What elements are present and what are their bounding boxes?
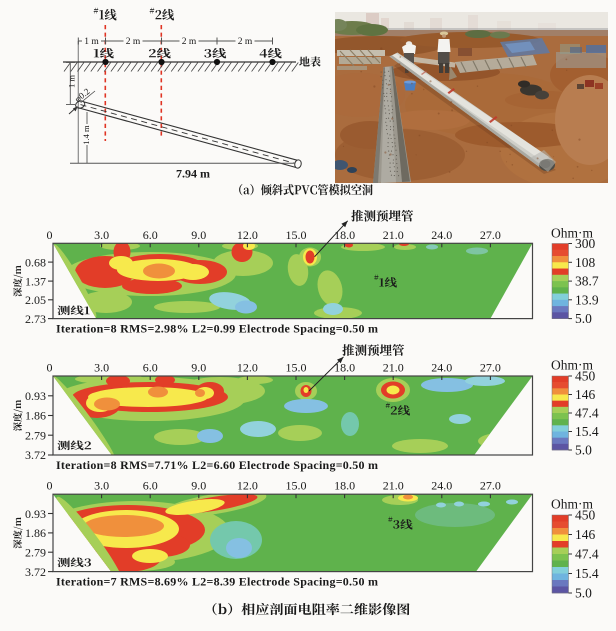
- svg-text:2.79: 2.79: [25, 428, 46, 442]
- svg-text:15.4: 15.4: [575, 566, 599, 581]
- svg-text:3.72: 3.72: [25, 565, 46, 579]
- svg-text:21.0: 21.0: [383, 228, 404, 242]
- svg-text:6.0: 6.0: [143, 479, 158, 493]
- svg-text:15.4: 15.4: [575, 424, 599, 439]
- svg-text:9.0: 9.0: [191, 479, 206, 493]
- svg-text:47.4: 47.4: [575, 406, 599, 421]
- svg-text:0: 0: [47, 361, 53, 375]
- svg-text:3.0: 3.0: [94, 479, 109, 493]
- svg-text:3.0: 3.0: [94, 361, 109, 375]
- svg-text:Iteration=8 RMS=7.71% L2=6.6: Iteration=8 RMS=7.71% L2=6.60 Electrode …: [56, 458, 378, 472]
- svg-text:1 m: 1 m: [67, 75, 77, 88]
- svg-text:Iteration=7 RMS=8.69% L2=8.3: Iteration=7 RMS=8.69% L2=8.39 Electrode …: [56, 575, 378, 589]
- svg-text:6.0: 6.0: [143, 361, 158, 375]
- svg-text:12.0: 12.0: [237, 228, 258, 242]
- svg-text:146: 146: [575, 527, 596, 542]
- svg-text:1.86: 1.86: [25, 409, 46, 423]
- svg-text:18.0: 18.0: [334, 228, 355, 242]
- svg-text:1.37: 1.37: [25, 274, 46, 288]
- svg-text:2 m: 2 m: [238, 37, 253, 47]
- svg-text:12.0: 12.0: [237, 361, 258, 375]
- svg-text:0: 0: [47, 228, 53, 242]
- svg-text:Ohm·m: Ohm·m: [551, 358, 593, 373]
- svg-text:2 m: 2 m: [182, 37, 197, 47]
- svg-text:0.68: 0.68: [25, 255, 46, 269]
- svg-text:21.0: 21.0: [383, 479, 404, 493]
- svg-text:24.0: 24.0: [431, 479, 452, 493]
- svg-text:450: 450: [575, 369, 596, 384]
- svg-text:21.0: 21.0: [383, 361, 404, 375]
- svg-text:13.9: 13.9: [575, 292, 599, 307]
- svg-text:1.4 m: 1.4 m: [81, 125, 91, 145]
- svg-text:27.0: 27.0: [480, 361, 501, 375]
- svg-text:15.0: 15.0: [286, 479, 307, 493]
- svg-text:3.0: 3.0: [94, 228, 109, 242]
- svg-text:9.0: 9.0: [191, 228, 206, 242]
- svg-text:18.0: 18.0: [334, 361, 355, 375]
- svg-text:27.0: 27.0: [480, 479, 501, 493]
- svg-text:15.0: 15.0: [286, 228, 307, 242]
- svg-text:38.7: 38.7: [575, 274, 599, 289]
- svg-text:5.0: 5.0: [575, 443, 592, 458]
- svg-text:450: 450: [575, 508, 596, 523]
- svg-text:18.0: 18.0: [334, 479, 355, 493]
- svg-text:27.0: 27.0: [480, 228, 501, 242]
- svg-text:15.0: 15.0: [286, 361, 307, 375]
- svg-text:6.0: 6.0: [143, 228, 158, 242]
- svg-text:5.0: 5.0: [575, 311, 592, 326]
- svg-text:12.0: 12.0: [237, 479, 258, 493]
- svg-text:24.0: 24.0: [431, 228, 452, 242]
- svg-text:2 m: 2 m: [126, 37, 141, 47]
- svg-text:0.93: 0.93: [25, 507, 46, 521]
- svg-text:47.4: 47.4: [575, 547, 599, 562]
- svg-text:0: 0: [47, 479, 53, 493]
- svg-text:2.73: 2.73: [25, 312, 46, 326]
- svg-text:2.79: 2.79: [25, 545, 46, 559]
- svg-text:5.0: 5.0: [575, 586, 592, 601]
- svg-text:Iteration=8 RMS=2.98% L2=0.9: Iteration=8 RMS=2.98% L2=0.99 Electrode …: [56, 321, 378, 335]
- svg-text:1 m: 1 m: [84, 37, 99, 47]
- svg-text:108: 108: [575, 255, 596, 270]
- svg-text:7.94 m: 7.94 m: [176, 167, 210, 181]
- svg-text:3.72: 3.72: [25, 448, 46, 462]
- svg-text:24.0: 24.0: [431, 361, 452, 375]
- svg-text:146: 146: [575, 387, 596, 402]
- svg-text:1.86: 1.86: [25, 526, 46, 540]
- svg-text:0.93: 0.93: [25, 389, 46, 403]
- svg-text:2.05: 2.05: [25, 293, 46, 307]
- svg-text:9.0: 9.0: [191, 361, 206, 375]
- svg-text:300: 300: [575, 236, 596, 251]
- svg-text:Ohm·m: Ohm·m: [551, 226, 593, 241]
- svg-text:Ohm·m: Ohm·m: [551, 497, 593, 512]
